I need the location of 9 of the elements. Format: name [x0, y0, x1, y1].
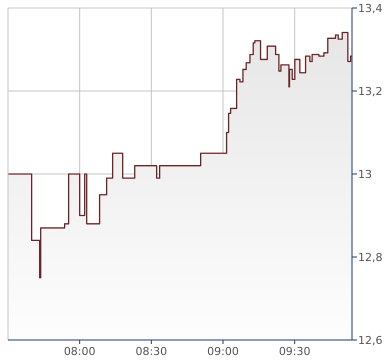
x-tick-label: 09:30 — [278, 345, 311, 358]
y-tick-label: 13 — [358, 168, 372, 181]
x-tick-label: 08:00 — [64, 345, 96, 358]
y-tick-label: 13,4 — [358, 2, 382, 15]
y-tick-label: 12,6 — [358, 334, 382, 347]
x-tick-label: 09:00 — [207, 345, 239, 358]
x-tick-label: 08:30 — [135, 345, 168, 358]
y-tick-label: 12,8 — [358, 250, 382, 264]
y-tick-label: 13,2 — [358, 84, 382, 98]
